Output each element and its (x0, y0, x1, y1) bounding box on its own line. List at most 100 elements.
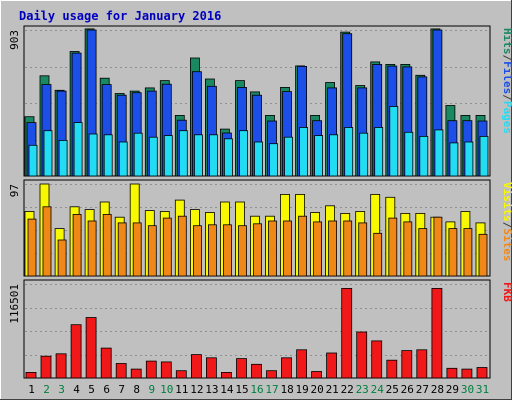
bar-kbytes-day-27 (416, 349, 428, 379)
bar-pages-day-12 (193, 134, 203, 177)
bar-pages-day-9 (148, 136, 158, 177)
bar-sites-day-5 (87, 220, 97, 277)
day-label-20: 20 (310, 383, 323, 396)
day-label-11: 11 (175, 383, 188, 396)
bar-kbytes-day-29 (446, 367, 458, 379)
bar-pages-day-26 (404, 131, 414, 177)
day-label-24: 24 (371, 383, 385, 396)
bar-sites-day-14 (222, 224, 232, 277)
bar-sites-day-27 (418, 228, 428, 277)
bar-sites-day-1 (27, 218, 37, 277)
bar-kbytes-day-22 (341, 287, 353, 379)
legend-item: Sites (501, 228, 512, 261)
bar-pages-day-4 (73, 122, 83, 177)
bar-pages-day-27 (419, 135, 429, 177)
bar-sites-day-28 (433, 216, 443, 277)
day-label-5: 5 (88, 383, 95, 396)
bar-pages-day-8 (133, 132, 143, 177)
axis-max-label: 903 (8, 30, 21, 50)
bar-kbytes-day-16 (251, 363, 262, 379)
bar-sites-day-6 (102, 213, 112, 277)
bar-kbytes-day-21 (326, 352, 338, 379)
bar-sites-day-16 (253, 223, 262, 277)
bar-sites-day-8 (132, 222, 142, 277)
bar-pages-day-16 (254, 141, 263, 177)
day-label-21: 21 (326, 383, 339, 396)
day-label-13: 13 (205, 383, 218, 396)
bar-sites-day-17 (268, 220, 277, 277)
bar-pages-day-10 (163, 135, 173, 177)
bar-sites-day-29 (448, 228, 458, 277)
bar-sites-day-18 (283, 220, 292, 277)
legend-item: F (501, 282, 512, 289)
bar-sites-day-20 (313, 221, 323, 277)
bar-sites-day-22 (343, 220, 353, 277)
day-label-14: 14 (220, 383, 234, 396)
bar-sites-day-3 (57, 239, 67, 277)
bar-sites-day-23 (358, 222, 368, 277)
day-label-12: 12 (190, 383, 203, 396)
bar-kbytes-day-6 (100, 347, 112, 379)
bar-pages-day-23 (359, 132, 369, 177)
day-label-25: 25 (386, 383, 399, 396)
legend-item: KB (501, 289, 512, 303)
panel-kbytes: 116501 FKB (8, 279, 512, 379)
bar-kbytes-day-13 (205, 357, 217, 379)
day-label-31: 31 (476, 383, 489, 396)
axis-max-label: 116501 (8, 284, 21, 324)
day-label-16: 16 (250, 383, 263, 396)
legend-item: Pages (501, 101, 512, 134)
bar-kbytes-day-3 (55, 353, 67, 379)
day-label-6: 6 (103, 383, 110, 396)
bar-sites-day-31 (478, 233, 488, 277)
bar-pages-day-15 (239, 130, 248, 177)
bar-kbytes-day-5 (85, 317, 97, 379)
bar-kbytes-day-4 (70, 324, 82, 379)
bar-pages-day-22 (344, 127, 354, 177)
bar-pages-day-28 (434, 129, 444, 177)
bar-kbytes-day-28 (431, 287, 443, 379)
bar-sites-day-19 (298, 215, 308, 277)
day-label-17: 17 (265, 383, 278, 396)
bar-kbytes-day-31 (476, 367, 488, 379)
day-label-7: 7 (118, 383, 125, 396)
bar-kbytes-day-8 (130, 368, 142, 379)
day-label-4: 4 (73, 383, 80, 396)
bar-pages-day-1 (28, 144, 38, 177)
day-label-28: 28 (431, 383, 444, 396)
bar-pages-day-3 (58, 139, 68, 177)
bar-sites-day-24 (373, 232, 383, 277)
day-label-15: 15 (235, 383, 248, 396)
day-label-9: 9 (148, 383, 155, 396)
bar-kbytes-day-17 (266, 370, 277, 379)
bar-sites-day-25 (388, 217, 398, 277)
bar-pages-day-11 (178, 130, 188, 177)
bar-sites-day-26 (403, 221, 413, 277)
legend-item: Visits (501, 182, 512, 222)
legend-item: Files (501, 61, 512, 94)
day-label-10: 10 (160, 383, 173, 396)
bar-pages-day-31 (479, 135, 489, 177)
bar-pages-day-19 (299, 127, 309, 177)
bar-sites-day-12 (192, 225, 202, 277)
day-label-8: 8 (133, 383, 140, 396)
bar-kbytes-day-30 (461, 368, 473, 379)
bar-sites-day-7 (117, 222, 127, 277)
bar-kbytes-day-23 (356, 331, 368, 379)
bar-pages-day-13 (208, 134, 218, 177)
legend-item: Hits (501, 28, 512, 55)
bar-kbytes-day-7 (115, 363, 127, 379)
bar-pages-day-14 (223, 138, 233, 177)
day-label-22: 22 (341, 383, 354, 396)
bar-pages-day-6 (103, 134, 113, 177)
bar-kbytes-day-26 (401, 350, 413, 379)
bar-sites-day-21 (328, 220, 338, 277)
bar-pages-day-21 (329, 134, 339, 177)
bar-pages-day-18 (284, 136, 293, 177)
bar-sites-day-30 (463, 228, 473, 277)
bar-sites-day-13 (207, 224, 217, 277)
day-label-27: 27 (416, 383, 429, 396)
axis-max-label: 97 (8, 184, 21, 197)
bar-sites-day-9 (147, 225, 157, 277)
